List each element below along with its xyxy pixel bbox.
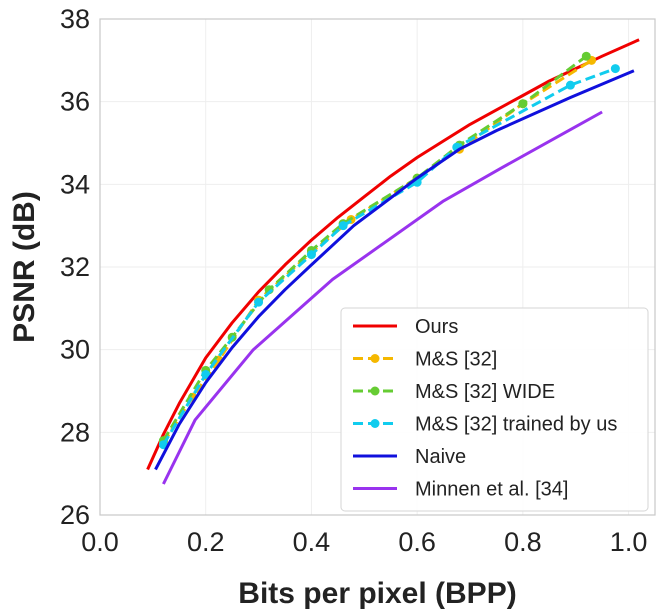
series-4 bbox=[154, 69, 635, 471]
legend-item: Minnen et al. [34] bbox=[353, 479, 568, 501]
legend: Ours M&S [32] M&S [32] WIDE M&S [32] traine… bbox=[340, 307, 649, 512]
series-5 bbox=[162, 110, 603, 485]
series-3 bbox=[158, 64, 620, 450]
tick-labels: 0.0 0.2 0.4 0.6 0.8 1.0 26 28 30 32 34 36 38 bbox=[60, 4, 647, 557]
legend-item: Ours bbox=[353, 316, 458, 338]
x-tick-label: 0.4 bbox=[293, 527, 331, 557]
x-tick-label: 0.6 bbox=[398, 527, 436, 557]
legend-label: Minnen et al. [34] bbox=[415, 479, 568, 501]
series-line bbox=[154, 69, 635, 471]
legend-label: M&S [32] trained by us bbox=[415, 414, 617, 436]
y-tick-label: 26 bbox=[60, 500, 90, 530]
series-0 bbox=[146, 38, 640, 471]
y-tick-label: 34 bbox=[60, 169, 90, 199]
data-point bbox=[338, 221, 348, 231]
data-point bbox=[565, 80, 575, 90]
data-point bbox=[201, 369, 211, 379]
x-axis-title: Bits per pixel (BPP) bbox=[238, 577, 516, 610]
data-point bbox=[518, 99, 528, 109]
legend-label: M&S [32] bbox=[415, 349, 497, 371]
data-point bbox=[254, 297, 264, 307]
y-tick-label: 38 bbox=[60, 4, 90, 34]
grid-lines bbox=[99, 18, 655, 516]
legend-label: Ours bbox=[415, 316, 458, 338]
legend-box bbox=[340, 307, 649, 512]
data-point bbox=[581, 51, 591, 61]
y-tick-label: 28 bbox=[60, 417, 90, 447]
series-line bbox=[162, 110, 603, 485]
x-tick-label: 0.0 bbox=[81, 527, 119, 557]
data-point bbox=[610, 64, 620, 74]
plot-frame bbox=[99, 18, 656, 516]
legend-item: M&S [32] trained by us bbox=[353, 414, 617, 436]
y-axis-title: PSNR (dB) bbox=[8, 191, 41, 343]
legend-marker bbox=[370, 386, 380, 396]
legend-label: M&S [32] WIDE bbox=[415, 381, 555, 403]
series-lines bbox=[146, 38, 640, 485]
legend-label: Naive bbox=[415, 446, 466, 468]
legend-item: M&S [32] WIDE bbox=[353, 381, 555, 403]
x-tick-label: 0.2 bbox=[187, 527, 225, 557]
x-tick-label: 1.0 bbox=[610, 527, 648, 557]
y-tick-label: 32 bbox=[60, 252, 90, 282]
legend-marker bbox=[370, 354, 380, 363]
series-line bbox=[162, 54, 588, 442]
data-point bbox=[306, 250, 316, 260]
legend-item: Naive bbox=[353, 446, 466, 468]
legend-item: M&S [32] bbox=[353, 349, 497, 371]
series-line bbox=[146, 38, 640, 471]
x-tick-label: 0.8 bbox=[504, 527, 542, 557]
legend-marker bbox=[370, 419, 380, 428]
y-tick-label: 30 bbox=[60, 335, 90, 365]
y-tick-label: 36 bbox=[60, 87, 90, 117]
